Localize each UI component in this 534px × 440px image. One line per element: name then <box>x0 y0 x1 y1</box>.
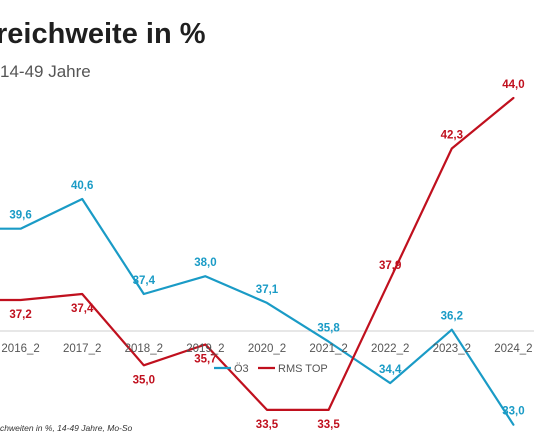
chart-subtitle: 14-49 Jahre <box>0 62 91 81</box>
data-label: 35,8 <box>317 323 340 335</box>
data-label: 44,0 <box>502 79 524 91</box>
data-label: 35,7 <box>194 354 216 366</box>
data-label: 38,0 <box>194 257 216 269</box>
series-line-oe3 <box>0 197 515 426</box>
data-label: 33,0 <box>502 406 524 418</box>
x-tick-label: 2017_2 <box>63 343 101 355</box>
data-label: 33,5 <box>317 419 340 431</box>
data-label: 33,5 <box>256 419 279 431</box>
x-tick-label: 2019_2 <box>186 343 224 355</box>
legend-label: Ö3 <box>234 363 249 375</box>
data-label: 37,2 <box>9 309 31 321</box>
data-label: 37,4 <box>71 303 94 315</box>
data-label: 40,6 <box>71 180 93 192</box>
series-line-rms-top <box>0 96 515 411</box>
legend-label: RMS TOP <box>278 363 328 375</box>
data-label: 42,3 <box>441 130 463 142</box>
x-tick-label: 2018_2 <box>125 343 163 355</box>
data-label: 35,0 <box>133 374 155 386</box>
x-tick-label: 2024_2 <box>494 343 532 355</box>
data-label: 37,9 <box>379 260 401 272</box>
chart-title: reichweite in % <box>0 18 206 50</box>
data-label: 39,6 <box>9 210 31 222</box>
data-label: 37,4 <box>133 275 156 287</box>
x-tick-label: 2022_2 <box>371 343 409 355</box>
data-label: 34,4 <box>379 364 402 376</box>
data-label: 37,1 <box>256 284 279 296</box>
x-tick-label: 2016_2 <box>1 343 39 355</box>
x-tick-label: 2020_2 <box>248 343 286 355</box>
data-label: 36,2 <box>441 311 463 323</box>
x-tick-label: 2021_2 <box>309 343 347 355</box>
x-tick-label: 2023_2 <box>433 343 471 355</box>
footnote: chweiten in %, 14-49 Jahre, Mo-So <box>0 423 133 433</box>
